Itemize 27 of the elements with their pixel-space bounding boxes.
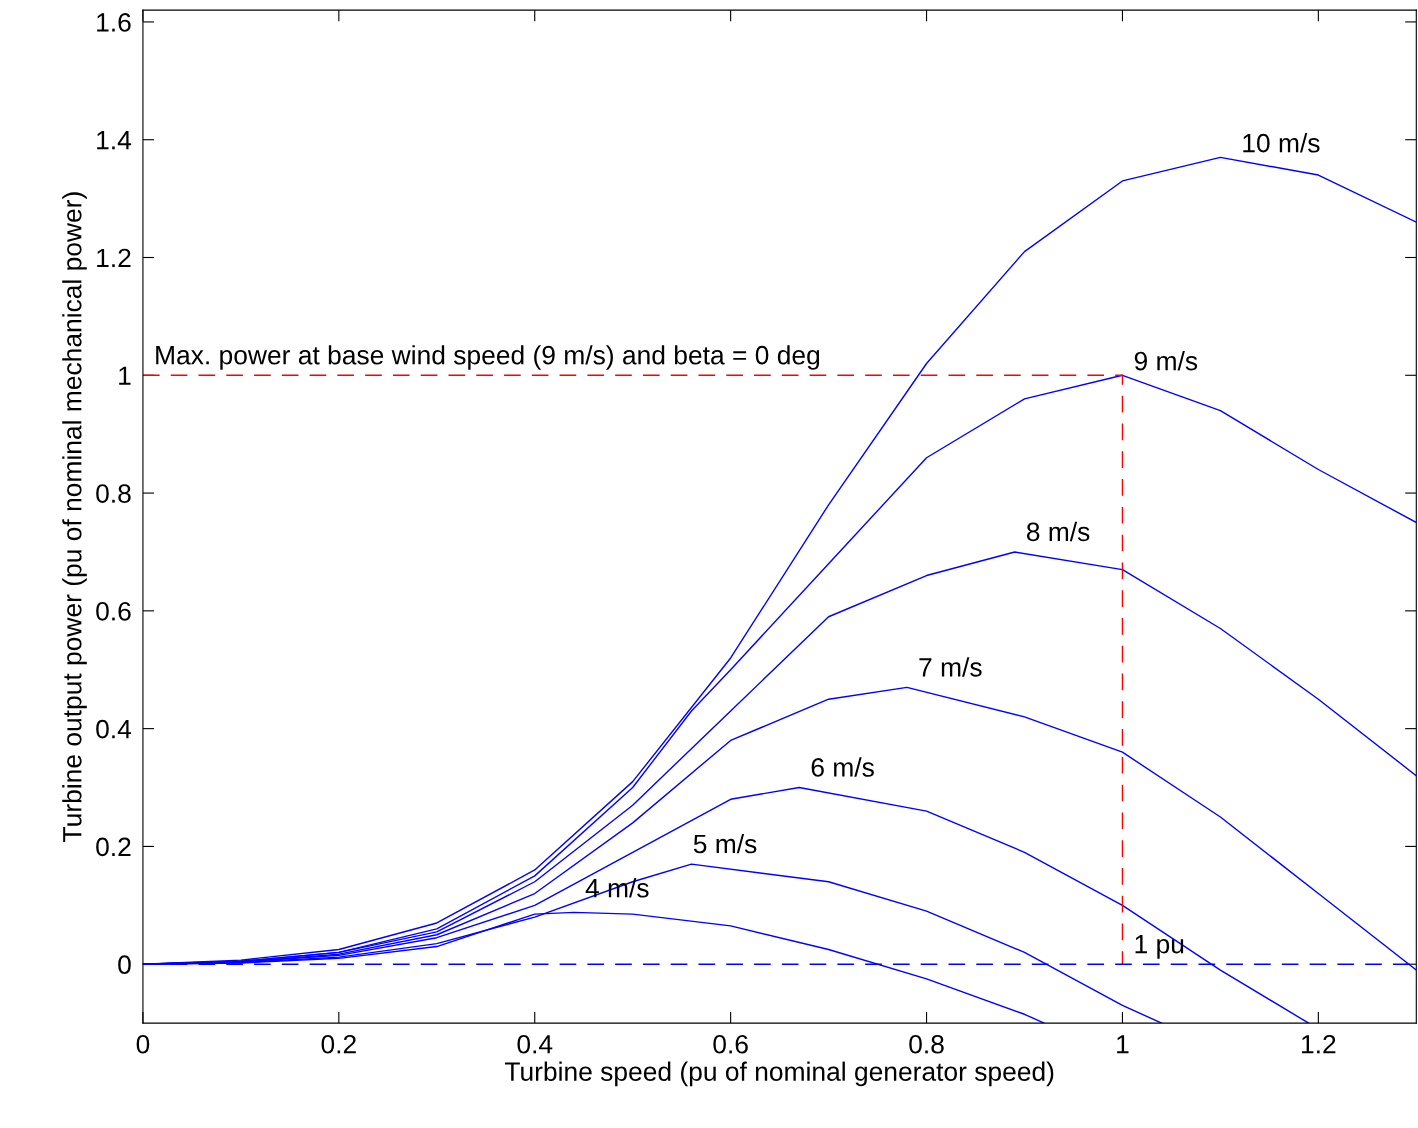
y-tick-label: 1 [119, 366, 131, 385]
y-tick-label: 0.6 [96, 601, 131, 621]
annotation: 7 m/s [919, 657, 982, 677]
x-tick-label: 0 [136, 1034, 150, 1054]
annotation: Max. power at base wind speed (9 m/s) and beta = 0 deg [156, 345, 820, 370]
annotation: 5 m/s [693, 833, 757, 854]
annotation: 4 m/s [585, 878, 649, 898]
x-tick-label: 0.6 [713, 1034, 748, 1054]
x-tick-label: 0.8 [909, 1034, 944, 1054]
x-tick-label: 1 [1117, 1035, 1129, 1054]
y-tick-label: 1.4 [97, 131, 132, 150]
x-axis-title: Turbine speed (pu of nominal generator speed) [504, 1061, 1054, 1087]
annotation: 6 m/s [811, 757, 874, 777]
y-axis-title: Turbine output power (pu of nominal mechanical power) [62, 192, 87, 842]
annotation: 1 pu [1135, 935, 1184, 959]
y-tick-label: 1.6 [97, 13, 131, 32]
annotation: 8 m/s [1026, 521, 1090, 542]
y-tick-label: 0.4 [96, 719, 132, 739]
x-tick-label: 0.2 [321, 1034, 356, 1054]
y-tick-label: 0 [118, 955, 131, 975]
x-tick-label: 0.4 [517, 1034, 553, 1054]
y-tick-label: 0.2 [96, 837, 131, 857]
y-tick-label: 1.2 [97, 248, 131, 268]
annotation: 10 m/s [1243, 133, 1320, 153]
y-tick-label: 0.8 [96, 484, 131, 503]
annotation: 9 m/s [1134, 351, 1198, 371]
x-tick-label: 1.2 [1302, 1034, 1336, 1054]
